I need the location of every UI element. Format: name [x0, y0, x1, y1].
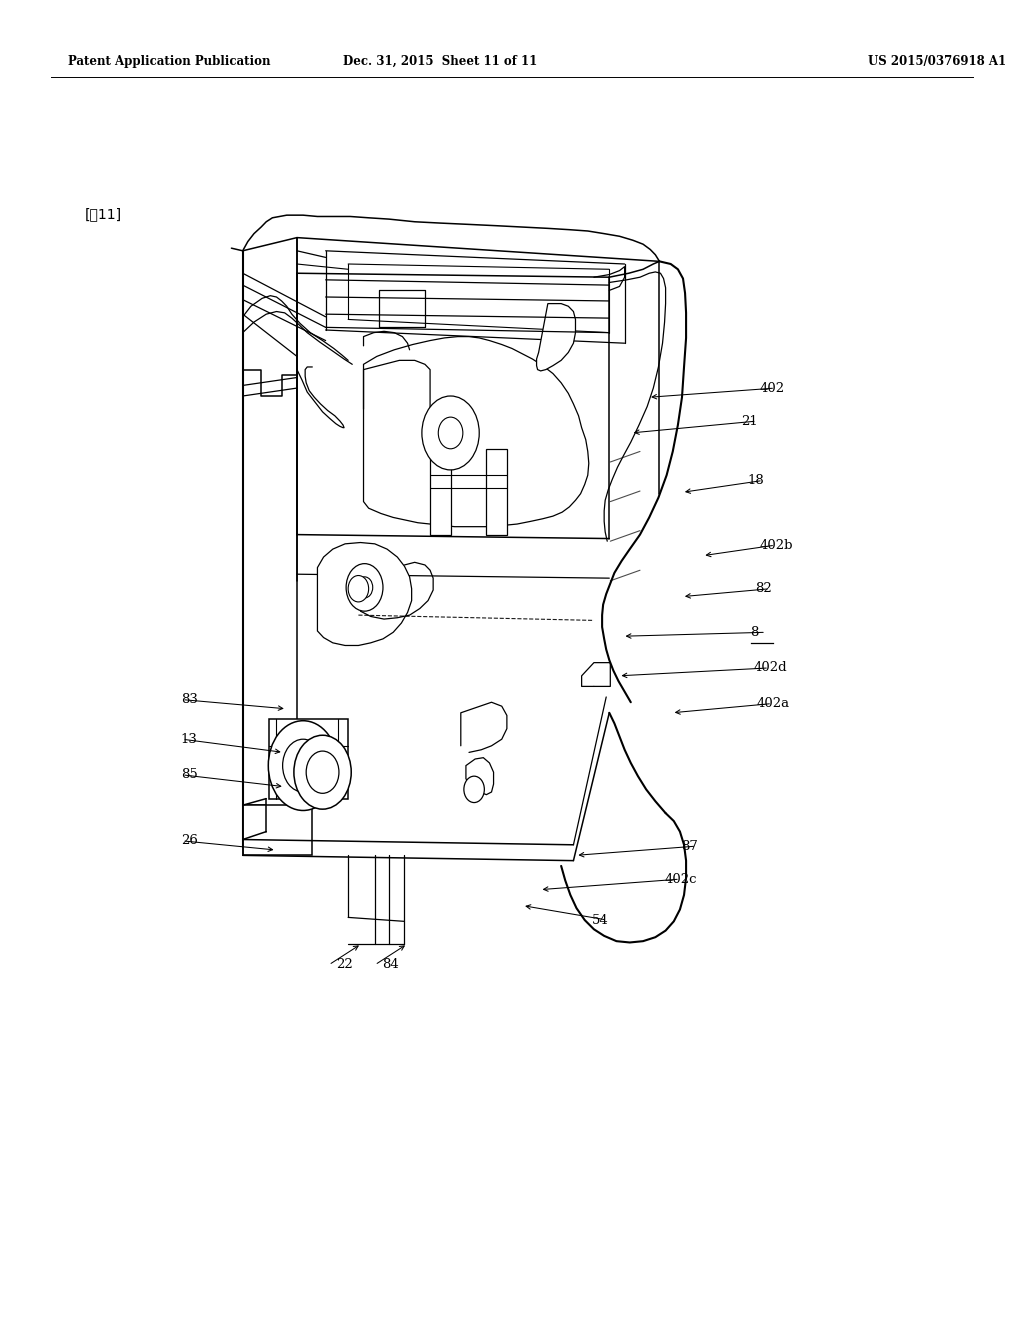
Text: Patent Application Publication: Patent Application Publication: [68, 55, 270, 67]
Text: 402a: 402a: [757, 697, 790, 710]
Text: 82: 82: [755, 582, 771, 595]
Text: 85: 85: [181, 768, 198, 781]
Text: 402d: 402d: [754, 661, 787, 675]
Polygon shape: [317, 543, 412, 645]
Text: US 2015/0376918 A1: US 2015/0376918 A1: [868, 55, 1006, 67]
Polygon shape: [466, 758, 494, 795]
Text: 87: 87: [681, 840, 697, 853]
Text: 54: 54: [592, 913, 608, 927]
Circle shape: [356, 577, 373, 598]
Text: 402b: 402b: [760, 539, 794, 552]
Text: 83: 83: [181, 693, 198, 706]
Polygon shape: [537, 304, 575, 371]
Circle shape: [348, 576, 369, 602]
Text: 84: 84: [382, 958, 398, 972]
Text: Dec. 31, 2015  Sheet 11 of 11: Dec. 31, 2015 Sheet 11 of 11: [343, 55, 538, 67]
Polygon shape: [364, 337, 589, 527]
Text: 22: 22: [336, 958, 352, 972]
Text: [囲11]: [囲11]: [85, 207, 122, 220]
Circle shape: [438, 417, 463, 449]
Circle shape: [464, 776, 484, 803]
Text: 402: 402: [760, 381, 785, 395]
Polygon shape: [269, 719, 348, 799]
Polygon shape: [430, 433, 451, 535]
Circle shape: [294, 735, 351, 809]
Circle shape: [268, 721, 338, 810]
Circle shape: [346, 564, 383, 611]
Circle shape: [306, 751, 339, 793]
Text: 21: 21: [741, 414, 758, 428]
Circle shape: [422, 396, 479, 470]
Circle shape: [283, 739, 324, 792]
Text: 26: 26: [181, 834, 198, 847]
Polygon shape: [486, 449, 507, 535]
Text: 8: 8: [751, 626, 759, 639]
Text: 402c: 402c: [665, 873, 697, 886]
Polygon shape: [243, 805, 312, 855]
Text: 18: 18: [748, 474, 764, 487]
Text: 13: 13: [181, 733, 198, 746]
